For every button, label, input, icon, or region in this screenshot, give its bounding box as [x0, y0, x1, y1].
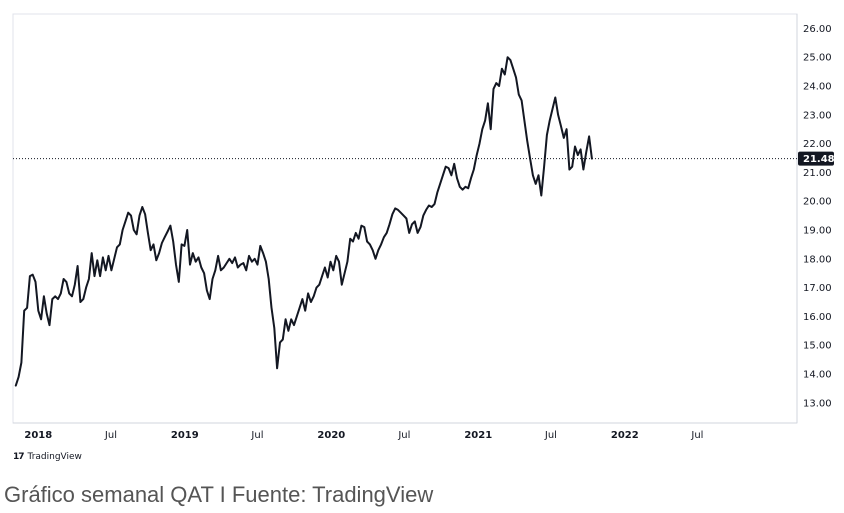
tradingview-watermark[interactable]: 17 TradingView	[13, 452, 82, 462]
watermark-text: TradingView	[27, 452, 82, 462]
y-tick-label: 24.00	[803, 82, 832, 93]
y-tick-label: 17.00	[803, 283, 832, 294]
x-tick-label: Jul	[544, 430, 557, 441]
y-tick-label: 21.00	[803, 168, 832, 179]
x-tick-label: 2019	[171, 430, 199, 441]
y-tick-label: 13.00	[803, 398, 832, 409]
y-tick-label: 15.00	[803, 341, 832, 352]
y-tick-label: 16.00	[803, 312, 832, 323]
x-tick-label: 2022	[611, 430, 639, 441]
y-tick-label: 19.00	[803, 226, 832, 237]
last-price-label: 21.48	[798, 151, 835, 166]
price-chart: 26.00 25.00 24.00 23.00 22.00 21.00 20.00 19.00…	[12, 13, 835, 441]
x-tick-label: 2021	[464, 430, 492, 441]
x-tick-label: 2018	[24, 430, 52, 441]
last-price-box	[798, 151, 834, 166]
x-tick-label: 2020	[317, 430, 345, 441]
figure-caption: Gráfico semanal QAT I Fuente: TradingVie…	[4, 482, 434, 507]
last-price-value: 21.48	[803, 154, 835, 165]
x-tick-label: Jul	[250, 430, 263, 441]
y-axis-ticks: 26.00 25.00 24.00 23.00 22.00 21.00 20.00 19.00…	[803, 24, 832, 409]
x-tick-label: Jul	[397, 430, 410, 441]
y-tick-label: 22.00	[803, 139, 832, 150]
y-tick-label: 23.00	[803, 110, 832, 121]
tradingview-logo-icon: 17	[13, 452, 24, 462]
x-tick-label: Jul	[690, 430, 703, 441]
y-tick-label: 14.00	[803, 370, 832, 381]
y-tick-label: 18.00	[803, 254, 832, 265]
y-tick-label: 20.00	[803, 197, 832, 208]
x-axis-ticks: 2018 Jul 2019 Jul 2020 Jul 2021 Jul 2022 Jul	[24, 430, 703, 441]
x-tick-label: Jul	[104, 430, 117, 441]
price-series-line	[14, 56, 593, 387]
y-tick-label: 26.00	[803, 24, 832, 35]
y-tick-label: 25.00	[803, 53, 832, 64]
